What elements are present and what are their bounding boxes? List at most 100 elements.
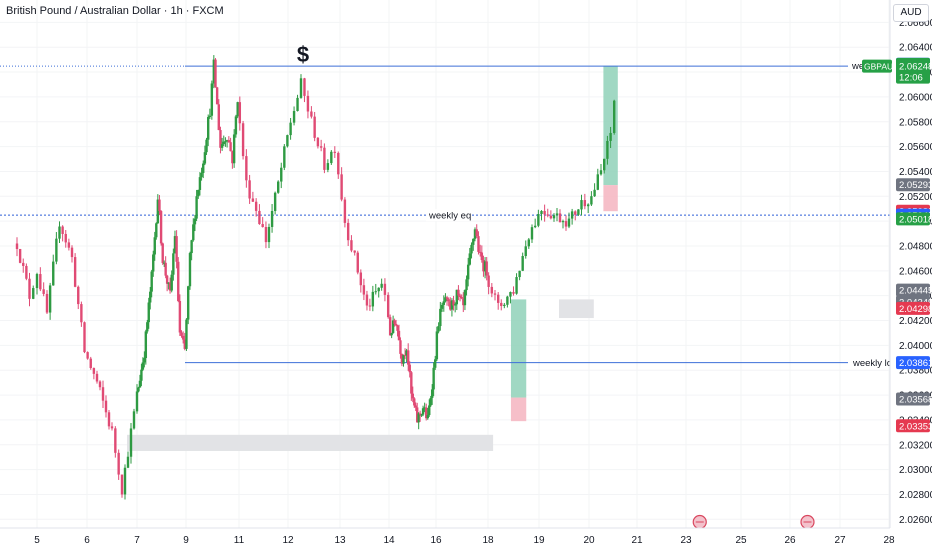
candle-body [599, 170, 603, 175]
candle-body [208, 115, 212, 118]
candle-body [175, 236, 178, 262]
price-axis[interactable]: 2.066002.064002.062002.060002.058002.056… [899, 18, 932, 526]
price-tag-gray: 2.05293 [899, 180, 932, 191]
candle-body [386, 294, 390, 318]
last-price-symbol-bg [862, 59, 892, 73]
candle-body [153, 237, 156, 255]
candle-body [580, 200, 583, 210]
y-tick-label: 2.06000 [899, 92, 932, 103]
candle-body [527, 239, 530, 247]
candle-body [101, 387, 105, 401]
candle-body [227, 140, 231, 143]
candle-body [32, 288, 35, 299]
candle-body [350, 240, 353, 251]
candle-body [493, 293, 497, 295]
candle-body [371, 291, 375, 307]
x-tick-label: 7 [134, 535, 140, 546]
candle-body [512, 292, 515, 294]
last-price-symbol: GBPAUD [864, 62, 899, 72]
candle-body [455, 289, 458, 305]
candle-body [180, 332, 183, 336]
candle-body [107, 412, 111, 427]
candle-body [416, 407, 419, 423]
weekly-eq-label: weekly eq [428, 211, 471, 222]
y-tick-label: 2.02600 [899, 515, 932, 526]
candle-body [193, 218, 197, 225]
candle-body [277, 181, 280, 193]
candle-body [613, 100, 616, 133]
candle-body [188, 253, 192, 287]
price-tag-blue: 2.03861 [899, 358, 932, 369]
candle-body [251, 198, 255, 202]
candle-body [144, 331, 148, 359]
candle-body [439, 308, 442, 327]
candle-body [577, 209, 580, 215]
annotations-layer: we weekly eq weekly low $ [297, 42, 899, 530]
candle-body [450, 300, 454, 310]
candle-body [147, 302, 150, 323]
candle-body [411, 393, 414, 399]
y-tick-label: 2.05200 [899, 192, 932, 203]
candle-body [423, 407, 426, 409]
weekly-high-label: we [851, 61, 864, 72]
candle-body [48, 285, 52, 313]
x-tick-label: 28 [883, 535, 895, 546]
candle-body [149, 291, 152, 303]
candle-body [313, 116, 316, 138]
price-tag-green-bg [896, 212, 930, 226]
candle-body [219, 130, 222, 148]
candle-body [406, 350, 410, 365]
candle-body [197, 189, 200, 197]
candle-body [181, 335, 185, 340]
candle-body [399, 340, 402, 354]
candle-body [39, 274, 42, 290]
price-tags: 2.062632.062622.052932.050802.050482.050… [862, 57, 932, 433]
candle-body [55, 238, 58, 262]
candle-body [583, 200, 587, 207]
candle-body [483, 261, 487, 272]
candle-body [140, 369, 143, 381]
candle-body [473, 229, 477, 239]
candle-body [470, 244, 473, 254]
candle-body [245, 156, 248, 181]
candle-body [231, 151, 234, 164]
y-tick-label: 2.05400 [899, 167, 932, 178]
demand-zone [559, 299, 594, 319]
candle-body [590, 196, 593, 205]
time-axis[interactable]: 5 6 7 9 11 12 13 14 16 18 19 20 21 23 25 26 27 28 [34, 535, 895, 546]
candle-body [429, 397, 432, 406]
y-tick-label: 2.03200 [899, 440, 932, 451]
x-tick-label: 5 [34, 535, 40, 546]
candle-body [236, 102, 239, 117]
candle-body [479, 251, 482, 253]
candle-body [413, 398, 416, 406]
candle-body [155, 223, 158, 238]
y-tick-label: 2.02800 [899, 490, 932, 501]
price-tag-gray: 2.04445 [899, 286, 932, 297]
candle-body [299, 78, 303, 98]
candle-body [391, 320, 395, 334]
long-position-target [510, 299, 527, 398]
candle-body [593, 189, 596, 197]
candle-body [238, 102, 242, 124]
candle-body [487, 275, 490, 287]
candle-body [428, 405, 431, 416]
candle-body [477, 236, 480, 252]
candle-body [25, 265, 28, 279]
candle-body [397, 330, 401, 341]
candle-body [319, 146, 323, 148]
last-price-tag-bg [896, 59, 930, 84]
candle-body [67, 242, 71, 248]
currency-button[interactable]: AUD [893, 4, 929, 22]
candle-body [425, 407, 428, 419]
candle-body [170, 274, 173, 291]
candle-body [280, 167, 283, 182]
long-position-stop [510, 397, 527, 422]
candle-body [52, 261, 55, 286]
symbol-title[interactable]: British Pound / Australian Dollar · 1h ·… [6, 5, 224, 17]
candle-body [558, 213, 562, 223]
candle-body [393, 320, 396, 324]
x-tick-label: 13 [334, 535, 346, 546]
candle-body [515, 277, 518, 294]
